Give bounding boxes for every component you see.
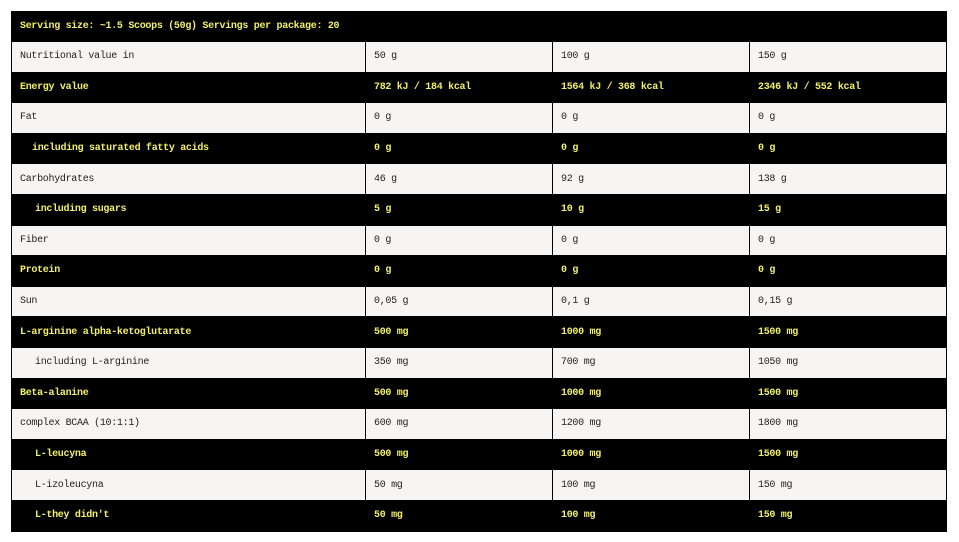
nutrient-value-cell: 0 g [749, 224, 947, 257]
nutrient-value-cell: 0 g [365, 102, 553, 134]
nutrient-name-cell: including sugars [11, 193, 366, 226]
nutrient-name: including sugars [35, 204, 127, 216]
nutrient-value-cell: 0 g [365, 255, 553, 287]
nutrient-value-cell: 150 g [749, 41, 947, 73]
nutrient-name-cell: including L-arginine [11, 346, 366, 379]
table-row: including L-arginine 350 mg 700 mg 1050 mg [11, 346, 947, 379]
nutrient-value-cell: 0,15 g [749, 285, 947, 318]
nutrient-name: Protein [20, 265, 60, 277]
nutrient-value-cell: 350 mg [365, 346, 553, 379]
nutrient-name-cell: L-arginine alpha-ketoglutarate [11, 316, 366, 348]
nutrient-value-cell: 700 mg [552, 346, 750, 379]
nutrient-value-cell: 1500 mg [749, 316, 947, 348]
table-row: Nutritional value in 50 g 100 g 150 g [11, 41, 947, 73]
nutrient-name-cell: Sun [11, 285, 366, 318]
nutrient-value-cell: 1564 kJ / 368 kcal [552, 71, 750, 104]
nutrient-name: including L-arginine [35, 357, 150, 369]
nutrient-value-cell: 1500 mg [749, 377, 947, 410]
nutrient-value-cell: 100 g [552, 41, 750, 73]
nutrient-name-cell: L-they didn't [11, 499, 366, 532]
nutrient-name-cell: complex BCAA (10:1:1) [11, 408, 366, 440]
nutrient-name: Sun [20, 296, 38, 308]
nutrient-value-cell: 150 mg [749, 499, 947, 532]
nutrient-value-cell: 5 g [365, 193, 553, 226]
nutrient-name-cell: Beta-alanine [11, 377, 366, 410]
table-row: L-leucyna 500 mg 1000 mg 1500 mg [11, 438, 947, 471]
nutrient-value-cell: 50 g [365, 41, 553, 73]
nutrient-value-cell: 0 g [365, 132, 553, 165]
table-row: Sun 0,05 g 0,1 g 0,15 g [11, 285, 947, 318]
table-row: L-arginine alpha-ketoglutarate 500 mg 1000… [11, 316, 947, 348]
nutrient-value-cell: 0,1 g [552, 285, 750, 318]
nutrient-name-cell: including saturated fatty acids [11, 132, 366, 165]
nutrient-name: L-arginine alpha-ketoglutarate [20, 326, 192, 338]
nutrient-value-cell: 92 g [552, 163, 750, 195]
nutrient-value-cell: 100 mg [552, 469, 750, 501]
nutrient-value-cell: 1000 mg [552, 438, 750, 471]
nutrient-name: L-they didn't [35, 510, 110, 522]
nutrient-name: Carbohydrates [20, 173, 95, 185]
nutrient-value-cell: 2346 kJ / 552 kcal [749, 71, 947, 104]
nutrient-value-cell: 600 mg [365, 408, 553, 440]
nutrient-name: Fat [20, 112, 38, 124]
nutrient-name-cell: Fat [11, 102, 366, 134]
nutrient-value-cell: 50 mg [365, 499, 553, 532]
nutrient-value-cell: 138 g [749, 163, 947, 195]
nutrient-value-cell: 100 mg [552, 499, 750, 532]
nutrient-name-cell: Protein [11, 255, 366, 287]
nutrient-value-cell: 0,05 g [365, 285, 553, 318]
nutrient-name: including saturated fatty acids [32, 143, 209, 155]
nutrient-name: L-izoleucyna [35, 479, 104, 491]
nutrient-name-cell: Energy value [11, 71, 366, 104]
nutrient-value-cell: 1200 mg [552, 408, 750, 440]
nutrient-value-cell: 1000 mg [552, 316, 750, 348]
nutrient-name: L-leucyna [35, 449, 87, 461]
nutrient-name: complex BCAA (10:1:1) [20, 418, 140, 430]
table-row: including sugars 5 g 10 g 15 g [11, 193, 947, 226]
nutrient-value-cell: 50 mg [365, 469, 553, 501]
table-row: Beta-alanine 500 mg 1000 mg 1500 mg [11, 377, 947, 410]
nutrient-value-cell: 0 g [749, 102, 947, 134]
serving-header-row: Serving size: ~1.5 Scoops (50g) Servings… [11, 11, 947, 42]
table-row: Energy value 782 kJ / 184 kcal 1564 kJ / 3… [11, 71, 947, 104]
nutrient-name: Fiber [20, 234, 49, 246]
nutrient-name-cell: Fiber [11, 224, 366, 257]
nutrient-value-cell: 1800 mg [749, 408, 947, 440]
nutrient-value-cell: 500 mg [365, 377, 553, 410]
nutrient-value-cell: 0 g [552, 255, 750, 287]
nutrient-value-cell: 500 mg [365, 316, 553, 348]
nutrient-name-cell: L-leucyna [11, 438, 366, 471]
table-row: Carbohydrates 46 g 92 g 138 g [11, 163, 947, 195]
serving-size-text: Serving size: ~1.5 Scoops (50g) Servings… [11, 11, 947, 42]
nutrient-value-cell: 0 g [552, 102, 750, 134]
table-row: complex BCAA (10:1:1) 600 mg 1200 mg 1800 m… [11, 408, 947, 440]
nutrient-name-cell: Nutritional value in [11, 41, 366, 73]
nutrient-value-cell: 500 mg [365, 438, 553, 471]
nutrient-value-cell: 46 g [365, 163, 553, 195]
nutrient-value-cell: 15 g [749, 193, 947, 226]
nutrient-name: Nutritional value in [20, 51, 135, 63]
nutrient-value-cell: 0 g [749, 255, 947, 287]
nutrient-value-cell: 1500 mg [749, 438, 947, 471]
nutrient-name-cell: L-izoleucyna [11, 469, 366, 501]
nutrition-table: Serving size: ~1.5 Scoops (50g) Servings… [11, 11, 947, 532]
table-row: L-they didn't 50 mg 100 mg 150 mg [11, 499, 947, 532]
nutrient-value-cell: 1050 mg [749, 346, 947, 379]
nutrient-value-cell: 10 g [552, 193, 750, 226]
nutrient-name: Beta-alanine [20, 387, 89, 399]
nutrient-value-cell: 1000 mg [552, 377, 750, 410]
nutrient-name-cell: Carbohydrates [11, 163, 366, 195]
nutrient-name: Energy value [20, 81, 89, 93]
table-row: L-izoleucyna 50 mg 100 mg 150 mg [11, 469, 947, 501]
nutrient-value-cell: 0 g [552, 224, 750, 257]
nutrient-value-cell: 150 mg [749, 469, 947, 501]
nutrient-value-cell: 782 kJ / 184 kcal [365, 71, 553, 104]
nutrient-value-cell: 0 g [365, 224, 553, 257]
nutrient-value-cell: 0 g [749, 132, 947, 165]
nutrient-value-cell: 0 g [552, 132, 750, 165]
